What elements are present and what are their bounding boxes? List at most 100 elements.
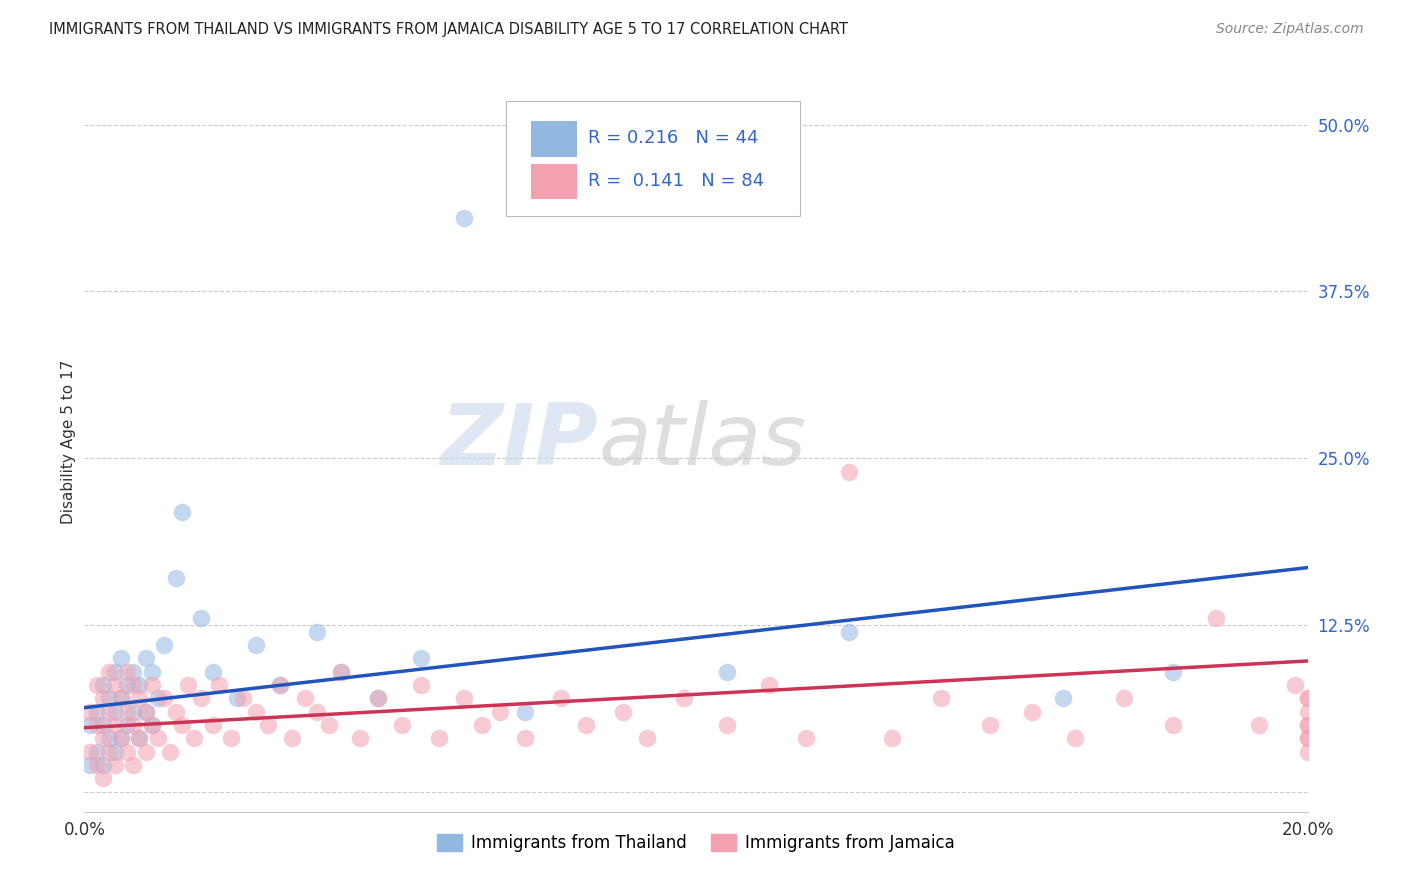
Point: [79, 758, 101, 772]
Point: [128, 731, 150, 746]
Point: [1296, 691, 1319, 706]
Point: [1296, 691, 1319, 706]
Point: [929, 691, 952, 706]
Point: [128, 731, 150, 746]
Point: [305, 705, 328, 719]
Point: [1296, 718, 1319, 732]
Point: [305, 624, 328, 639]
Point: [245, 705, 267, 719]
FancyBboxPatch shape: [531, 164, 578, 200]
FancyBboxPatch shape: [531, 121, 578, 156]
Point: [135, 745, 157, 759]
Point: [110, 651, 132, 665]
Point: [91, 718, 114, 732]
Point: [172, 505, 194, 519]
Point: [79, 705, 101, 719]
Point: [86, 745, 108, 759]
Point: [104, 705, 127, 719]
Point: [367, 691, 389, 706]
Point: [141, 665, 163, 679]
Point: [86, 758, 108, 772]
Point: [110, 731, 132, 746]
Point: [838, 465, 860, 479]
Point: [86, 678, 108, 692]
Point: [979, 718, 1001, 732]
Y-axis label: Disability Age 5 to 17: Disability Age 5 to 17: [60, 359, 76, 524]
Point: [97, 665, 120, 679]
Text: IMMIGRANTS FROM THAILAND VS IMMIGRANTS FROM JAMAICA DISABILITY AGE 5 TO 17 CORRE: IMMIGRANTS FROM THAILAND VS IMMIGRANTS F…: [49, 22, 848, 37]
Point: [471, 718, 494, 732]
Point: [110, 691, 132, 706]
Point: [153, 638, 176, 652]
Point: [1284, 678, 1306, 692]
Point: [226, 691, 249, 706]
Point: [190, 611, 212, 625]
Point: [367, 691, 389, 706]
Point: [575, 718, 598, 732]
Point: [1296, 718, 1319, 732]
Point: [165, 705, 187, 719]
Point: [115, 705, 138, 719]
Point: [1052, 691, 1074, 706]
Point: [91, 731, 114, 746]
Point: [115, 665, 138, 679]
Point: [1064, 731, 1087, 746]
Point: [115, 745, 138, 759]
Point: [86, 705, 108, 719]
Point: [232, 691, 254, 706]
Point: [208, 678, 231, 692]
Point: [794, 731, 817, 746]
Point: [153, 691, 176, 706]
Point: [122, 758, 145, 772]
Point: [880, 731, 903, 746]
Point: [330, 665, 353, 679]
Point: [1114, 691, 1136, 706]
Point: [201, 665, 224, 679]
Point: [201, 718, 224, 732]
Point: [183, 731, 205, 746]
Point: [104, 718, 127, 732]
Point: [838, 624, 860, 639]
Point: [97, 691, 120, 706]
Text: R =  0.141   N = 84: R = 0.141 N = 84: [588, 172, 765, 190]
Point: [318, 718, 340, 732]
Point: [1247, 718, 1270, 732]
Text: Source: ZipAtlas.com: Source: ZipAtlas.com: [1216, 22, 1364, 37]
Point: [135, 705, 157, 719]
Point: [190, 691, 212, 706]
Point: [141, 718, 163, 732]
Point: [269, 678, 291, 692]
Point: [165, 571, 187, 585]
Point: [550, 691, 572, 706]
Point: [110, 731, 132, 746]
Point: [115, 718, 138, 732]
Point: [489, 705, 512, 719]
Point: [135, 651, 157, 665]
Point: [1205, 611, 1227, 625]
Point: [1296, 731, 1319, 746]
Point: [104, 745, 127, 759]
Point: [97, 731, 120, 746]
Point: [1296, 745, 1319, 759]
Point: [758, 678, 780, 692]
Text: R = 0.216   N = 44: R = 0.216 N = 44: [588, 129, 759, 147]
Point: [115, 678, 138, 692]
Point: [349, 731, 371, 746]
Point: [716, 718, 738, 732]
Point: [122, 705, 145, 719]
Point: [104, 678, 127, 692]
Point: [716, 665, 738, 679]
Point: [86, 718, 108, 732]
Point: [122, 678, 145, 692]
Point: [409, 651, 432, 665]
Point: [79, 745, 101, 759]
Point: [1161, 718, 1184, 732]
Point: [141, 718, 163, 732]
Point: [97, 705, 120, 719]
Point: [513, 731, 536, 746]
Point: [513, 705, 536, 719]
Text: ZIP: ZIP: [440, 400, 598, 483]
Point: [91, 691, 114, 706]
Point: [91, 678, 114, 692]
Point: [257, 718, 280, 732]
